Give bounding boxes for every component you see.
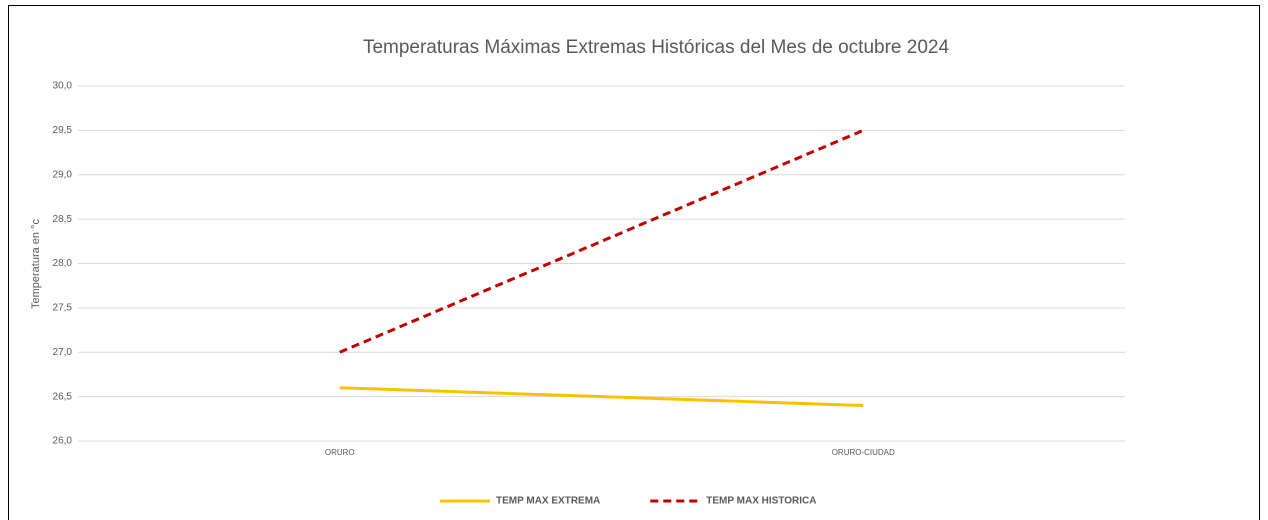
y-tick-label: 29,5 bbox=[53, 125, 73, 136]
legend-label: TEMP MAX EXTREMA bbox=[496, 496, 600, 507]
x-tick-label: ORURO bbox=[325, 448, 355, 457]
y-tick-label: 27,5 bbox=[53, 303, 73, 314]
y-tick-label: 29,0 bbox=[53, 169, 73, 180]
chart-border bbox=[8, 5, 1260, 520]
chart-title: Temperaturas Máximas Extremas Históricas… bbox=[363, 37, 950, 58]
legend-label: TEMP MAX HISTORICA bbox=[706, 496, 816, 507]
y-tick-label: 26,0 bbox=[53, 436, 73, 447]
y-tick-label: 27,0 bbox=[53, 347, 73, 358]
y-tick-label: 28,5 bbox=[53, 214, 73, 225]
x-tick-label: ORURO-CIUDAD bbox=[832, 448, 895, 457]
y-tick-label: 26,5 bbox=[53, 391, 73, 402]
series-line bbox=[339, 386, 864, 407]
series-line bbox=[339, 128, 864, 354]
y-axis-label: Temperatura en °c bbox=[30, 219, 42, 309]
y-tick-label: 30,0 bbox=[53, 81, 73, 92]
y-tick-label: 28,0 bbox=[53, 258, 73, 269]
